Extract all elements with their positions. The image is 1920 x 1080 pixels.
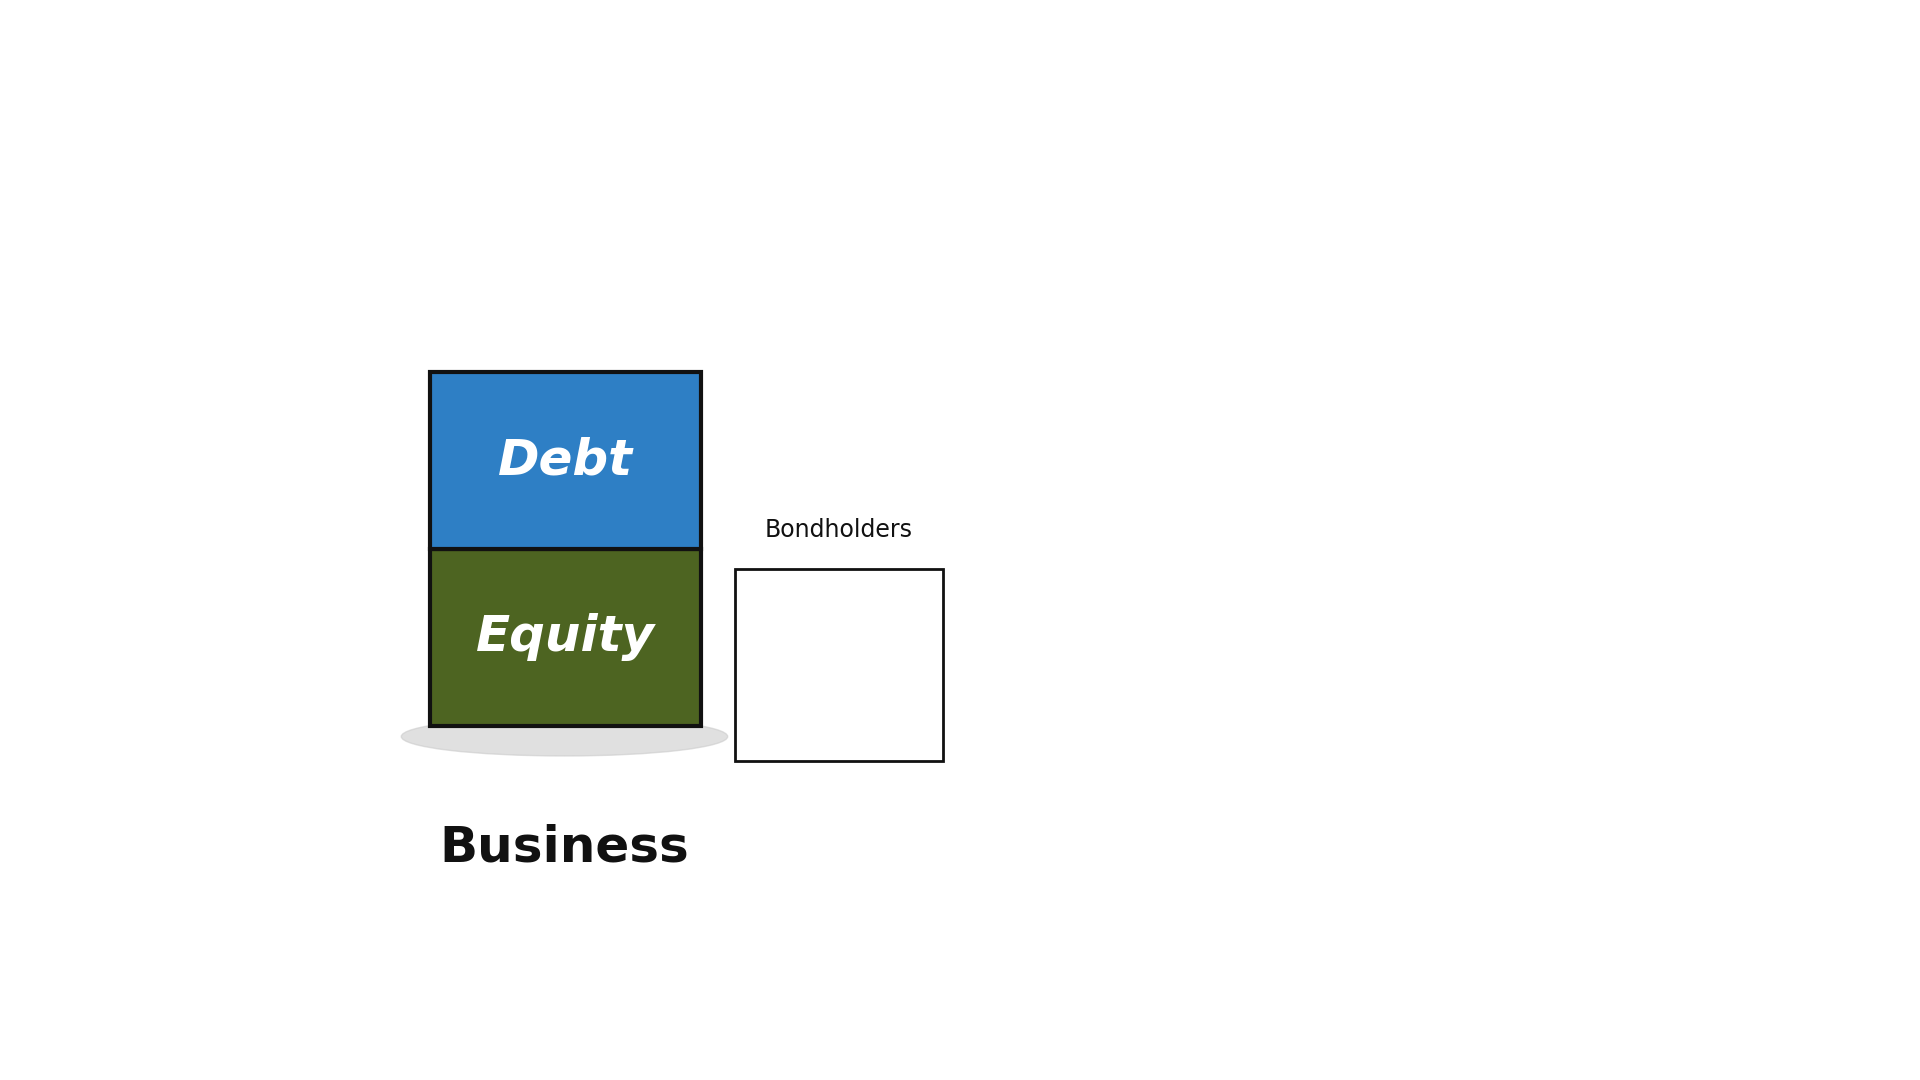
- Text: Debt: Debt: [497, 436, 634, 484]
- Text: Equity: Equity: [476, 613, 655, 661]
- Bar: [430, 549, 701, 726]
- Text: Business: Business: [440, 824, 689, 872]
- Bar: [430, 372, 701, 549]
- Ellipse shape: [401, 717, 728, 756]
- Text: Bondholders: Bondholders: [764, 518, 914, 542]
- Bar: [735, 569, 943, 761]
